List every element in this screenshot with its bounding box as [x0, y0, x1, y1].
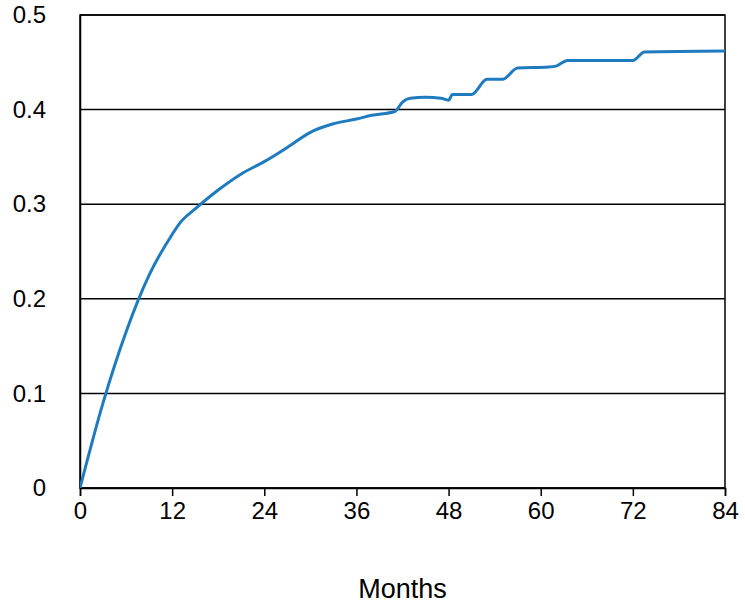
plot-frame	[80, 15, 725, 488]
chart: 0 12 24 36 48 60 72 84 0 0.1 0.2 0.3 0.4 0.5 Months	[0, 0, 745, 612]
x-tick-label: 60	[528, 497, 555, 524]
x-tick-label: 24	[251, 497, 278, 524]
x-tick-label: 72	[620, 497, 647, 524]
y-tick-label: 0.5	[13, 1, 46, 28]
y-tick-label: 0.1	[13, 380, 46, 407]
y-tick: 0.1	[13, 380, 80, 407]
marks	[80, 51, 725, 488]
y-tick-label: 0.2	[13, 285, 46, 312]
y-tick: 0	[33, 474, 80, 501]
x-tick-mark	[540, 488, 542, 496]
x-tick: 84	[712, 488, 739, 524]
x-tick-label: 84	[712, 497, 739, 524]
y-tick: 0.2	[13, 285, 80, 312]
grid-line	[80, 298, 725, 300]
y-tick: 0.4	[13, 96, 80, 123]
grid-line	[80, 109, 725, 111]
x-tick: 12	[159, 488, 186, 524]
y-tick-label: 0	[33, 474, 46, 501]
x-tick-mark	[80, 488, 82, 496]
y-tick-label: 0.3	[13, 190, 46, 217]
y-tick: 0.3	[13, 190, 80, 217]
y-axis-line	[80, 16, 82, 489]
x-tick-mark	[264, 488, 266, 496]
x-axis-line	[81, 489, 726, 497]
y-tick: 0.5	[13, 1, 80, 28]
x-tick: 72	[620, 488, 647, 524]
x-tick: 0	[74, 488, 87, 524]
y-tick-label: 0.4	[13, 96, 46, 123]
x-tick: 48	[436, 488, 463, 524]
grid-line	[80, 393, 725, 395]
x-axis: 0 12 24 36 48 60 72 84	[74, 488, 739, 524]
data-line	[80, 51, 725, 488]
series	[80, 51, 725, 488]
x-tick-label: 36	[344, 497, 371, 524]
x-tick-mark	[172, 488, 174, 496]
x-tick-label: 12	[159, 497, 186, 524]
x-axis-title: Months	[358, 574, 447, 604]
x-tick-label: 0	[74, 497, 87, 524]
x-tick: 36	[344, 488, 371, 524]
grid-line	[80, 203, 725, 205]
x-tick-mark	[725, 488, 727, 496]
y-axis: 0 0.1 0.2 0.3 0.4 0.5	[13, 1, 81, 501]
x-tick-mark	[356, 488, 358, 496]
x-tick-mark	[448, 488, 450, 496]
x-tick-label: 48	[436, 497, 463, 524]
x-tick-mark	[633, 488, 635, 496]
plot: 0 12 24 36 48 60 72 84 0 0.1 0.2 0.3 0.4 0.5	[13, 1, 739, 524]
x-tick: 60	[528, 488, 555, 524]
grid	[80, 15, 725, 488]
x-tick: 24	[251, 488, 278, 524]
